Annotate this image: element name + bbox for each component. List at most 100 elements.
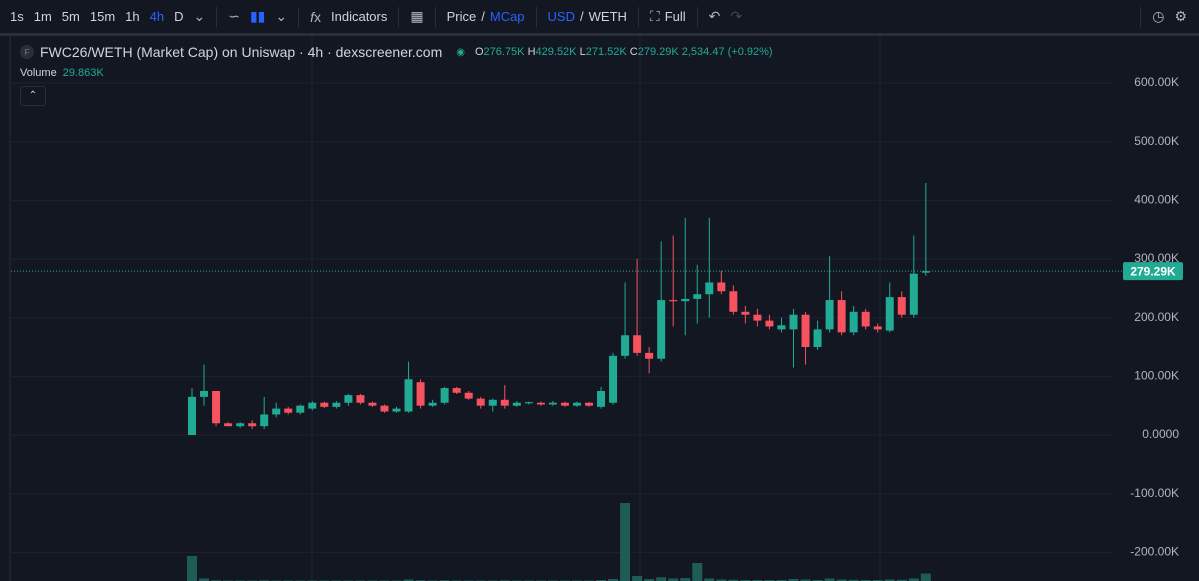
volume-bar xyxy=(692,563,703,581)
volume-bar xyxy=(644,579,655,581)
volume-value: 29.863K xyxy=(62,67,104,79)
fx-icon[interactable]: fx xyxy=(310,8,321,25)
mcap-button[interactable]: MCap xyxy=(489,9,525,24)
separator xyxy=(1140,6,1142,27)
fullscreen-icon[interactable]: ⛶ xyxy=(649,8,660,24)
candle-body xyxy=(452,388,461,393)
legend: F FWC26/WETH (Market Cap) on Uniswap · 4… xyxy=(20,44,773,60)
candle-body xyxy=(837,300,846,333)
volume-bar xyxy=(884,579,895,581)
volume-bar xyxy=(199,578,210,581)
candle-body xyxy=(236,423,245,427)
candle-body xyxy=(428,402,437,406)
separator xyxy=(637,6,639,27)
y-tick-label: -200.00K xyxy=(1130,545,1179,559)
ohlc-key: H xyxy=(527,46,536,58)
line-chart-icon[interactable]: ∽ xyxy=(228,8,240,24)
candle-body xyxy=(188,396,196,436)
candle-body xyxy=(813,329,822,347)
candle-chart-icon[interactable]: ▮▮ xyxy=(249,8,266,24)
candle-body xyxy=(200,391,209,397)
undo-icon[interactable]: ↶ xyxy=(708,8,721,24)
interval-button[interactable]: D xyxy=(174,9,184,24)
separator xyxy=(298,6,300,27)
volume-bar xyxy=(403,579,414,581)
dropdown-icon[interactable]: ⌄ xyxy=(275,8,288,24)
y-tick-label: 300.00K xyxy=(1134,251,1179,265)
candle-body xyxy=(633,335,642,353)
status-dot: ◉ xyxy=(456,46,465,58)
candle-body xyxy=(296,405,305,413)
volume-title: Volume xyxy=(20,67,57,79)
collapse-button[interactable]: ⌃ xyxy=(20,86,46,106)
candle-body xyxy=(356,395,365,403)
candle-body xyxy=(885,297,894,331)
candle-body xyxy=(693,294,702,299)
ohlc-value: 276.75K xyxy=(483,46,525,58)
interval-button[interactable]: 1h xyxy=(125,9,140,24)
candle-body xyxy=(524,402,533,404)
redo-icon[interactable]: ↷ xyxy=(730,8,743,24)
price-button[interactable]: Price xyxy=(446,9,477,24)
volume-bar xyxy=(680,578,691,581)
candle-body xyxy=(548,402,557,405)
candle-body xyxy=(344,395,353,403)
candle-body xyxy=(248,423,257,427)
layout-icon[interactable]: ▦ xyxy=(410,8,424,24)
interval-button[interactable]: 15m xyxy=(89,9,116,24)
candle-body xyxy=(621,335,630,356)
candle-body xyxy=(416,382,425,406)
symbol-icon: F xyxy=(20,45,34,59)
candle-body xyxy=(536,402,545,405)
volume-bar xyxy=(836,579,847,581)
interval-button[interactable]: 1s xyxy=(10,9,24,24)
candle-body xyxy=(597,391,606,407)
candle-body xyxy=(272,408,281,415)
ohlc-key: C xyxy=(629,46,638,58)
volume-bar xyxy=(896,579,907,581)
ohlc-key: O xyxy=(474,46,484,58)
separator xyxy=(398,6,400,27)
interval-button[interactable]: 4h xyxy=(149,9,165,24)
pair-title: FWC26/WETH (Market Cap) on Uniswap · 4h … xyxy=(40,44,443,60)
candle-body xyxy=(849,311,858,333)
separator xyxy=(434,6,436,27)
candle-body xyxy=(741,311,750,315)
candle-body xyxy=(260,414,269,427)
volume-bar xyxy=(704,578,715,581)
candle-body xyxy=(921,271,930,273)
candle-body xyxy=(440,388,449,403)
y-tick-label: 600.00K xyxy=(1134,75,1179,89)
volume-bar xyxy=(824,578,835,581)
slash: / xyxy=(580,9,584,24)
candle-body xyxy=(332,402,341,407)
volume-bar xyxy=(848,579,859,581)
usd-button[interactable]: USD xyxy=(547,9,575,24)
dropdown-icon[interactable]: ⌄ xyxy=(193,8,206,24)
y-tick-label: 200.00K xyxy=(1134,310,1179,324)
candle-body xyxy=(464,392,473,399)
y-tick-label: 100.00K xyxy=(1134,369,1179,383)
interval-button[interactable]: 1m xyxy=(33,9,52,24)
indicators-button[interactable]: Indicators xyxy=(331,9,388,24)
candle-body xyxy=(909,273,918,315)
volume-legend: Volume 29.863K xyxy=(20,67,104,79)
interval-button[interactable]: 5m xyxy=(61,9,80,24)
weth-button[interactable]: WETH xyxy=(588,9,627,24)
y-tick-label: -100.00K xyxy=(1130,486,1179,500)
y-tick-label: 500.00K xyxy=(1134,134,1179,148)
candle-body xyxy=(861,311,870,327)
ohlc-values: O276.75K H429.52K L271.52K C279.29K 2,53… xyxy=(475,46,773,58)
candle-body xyxy=(681,298,690,302)
candle-body xyxy=(645,352,654,359)
candle-body xyxy=(825,300,834,330)
candle-body xyxy=(897,297,906,315)
full-button[interactable]: Full xyxy=(664,9,686,24)
settings-icon[interactable]: ⚙ xyxy=(1174,8,1187,24)
alert-icon[interactable]: ◷ xyxy=(1152,8,1165,24)
volume-bar xyxy=(788,579,799,581)
volume-bar xyxy=(716,579,727,581)
volume-bar xyxy=(728,579,739,581)
candle-body xyxy=(320,402,329,407)
candle-body xyxy=(560,402,569,406)
